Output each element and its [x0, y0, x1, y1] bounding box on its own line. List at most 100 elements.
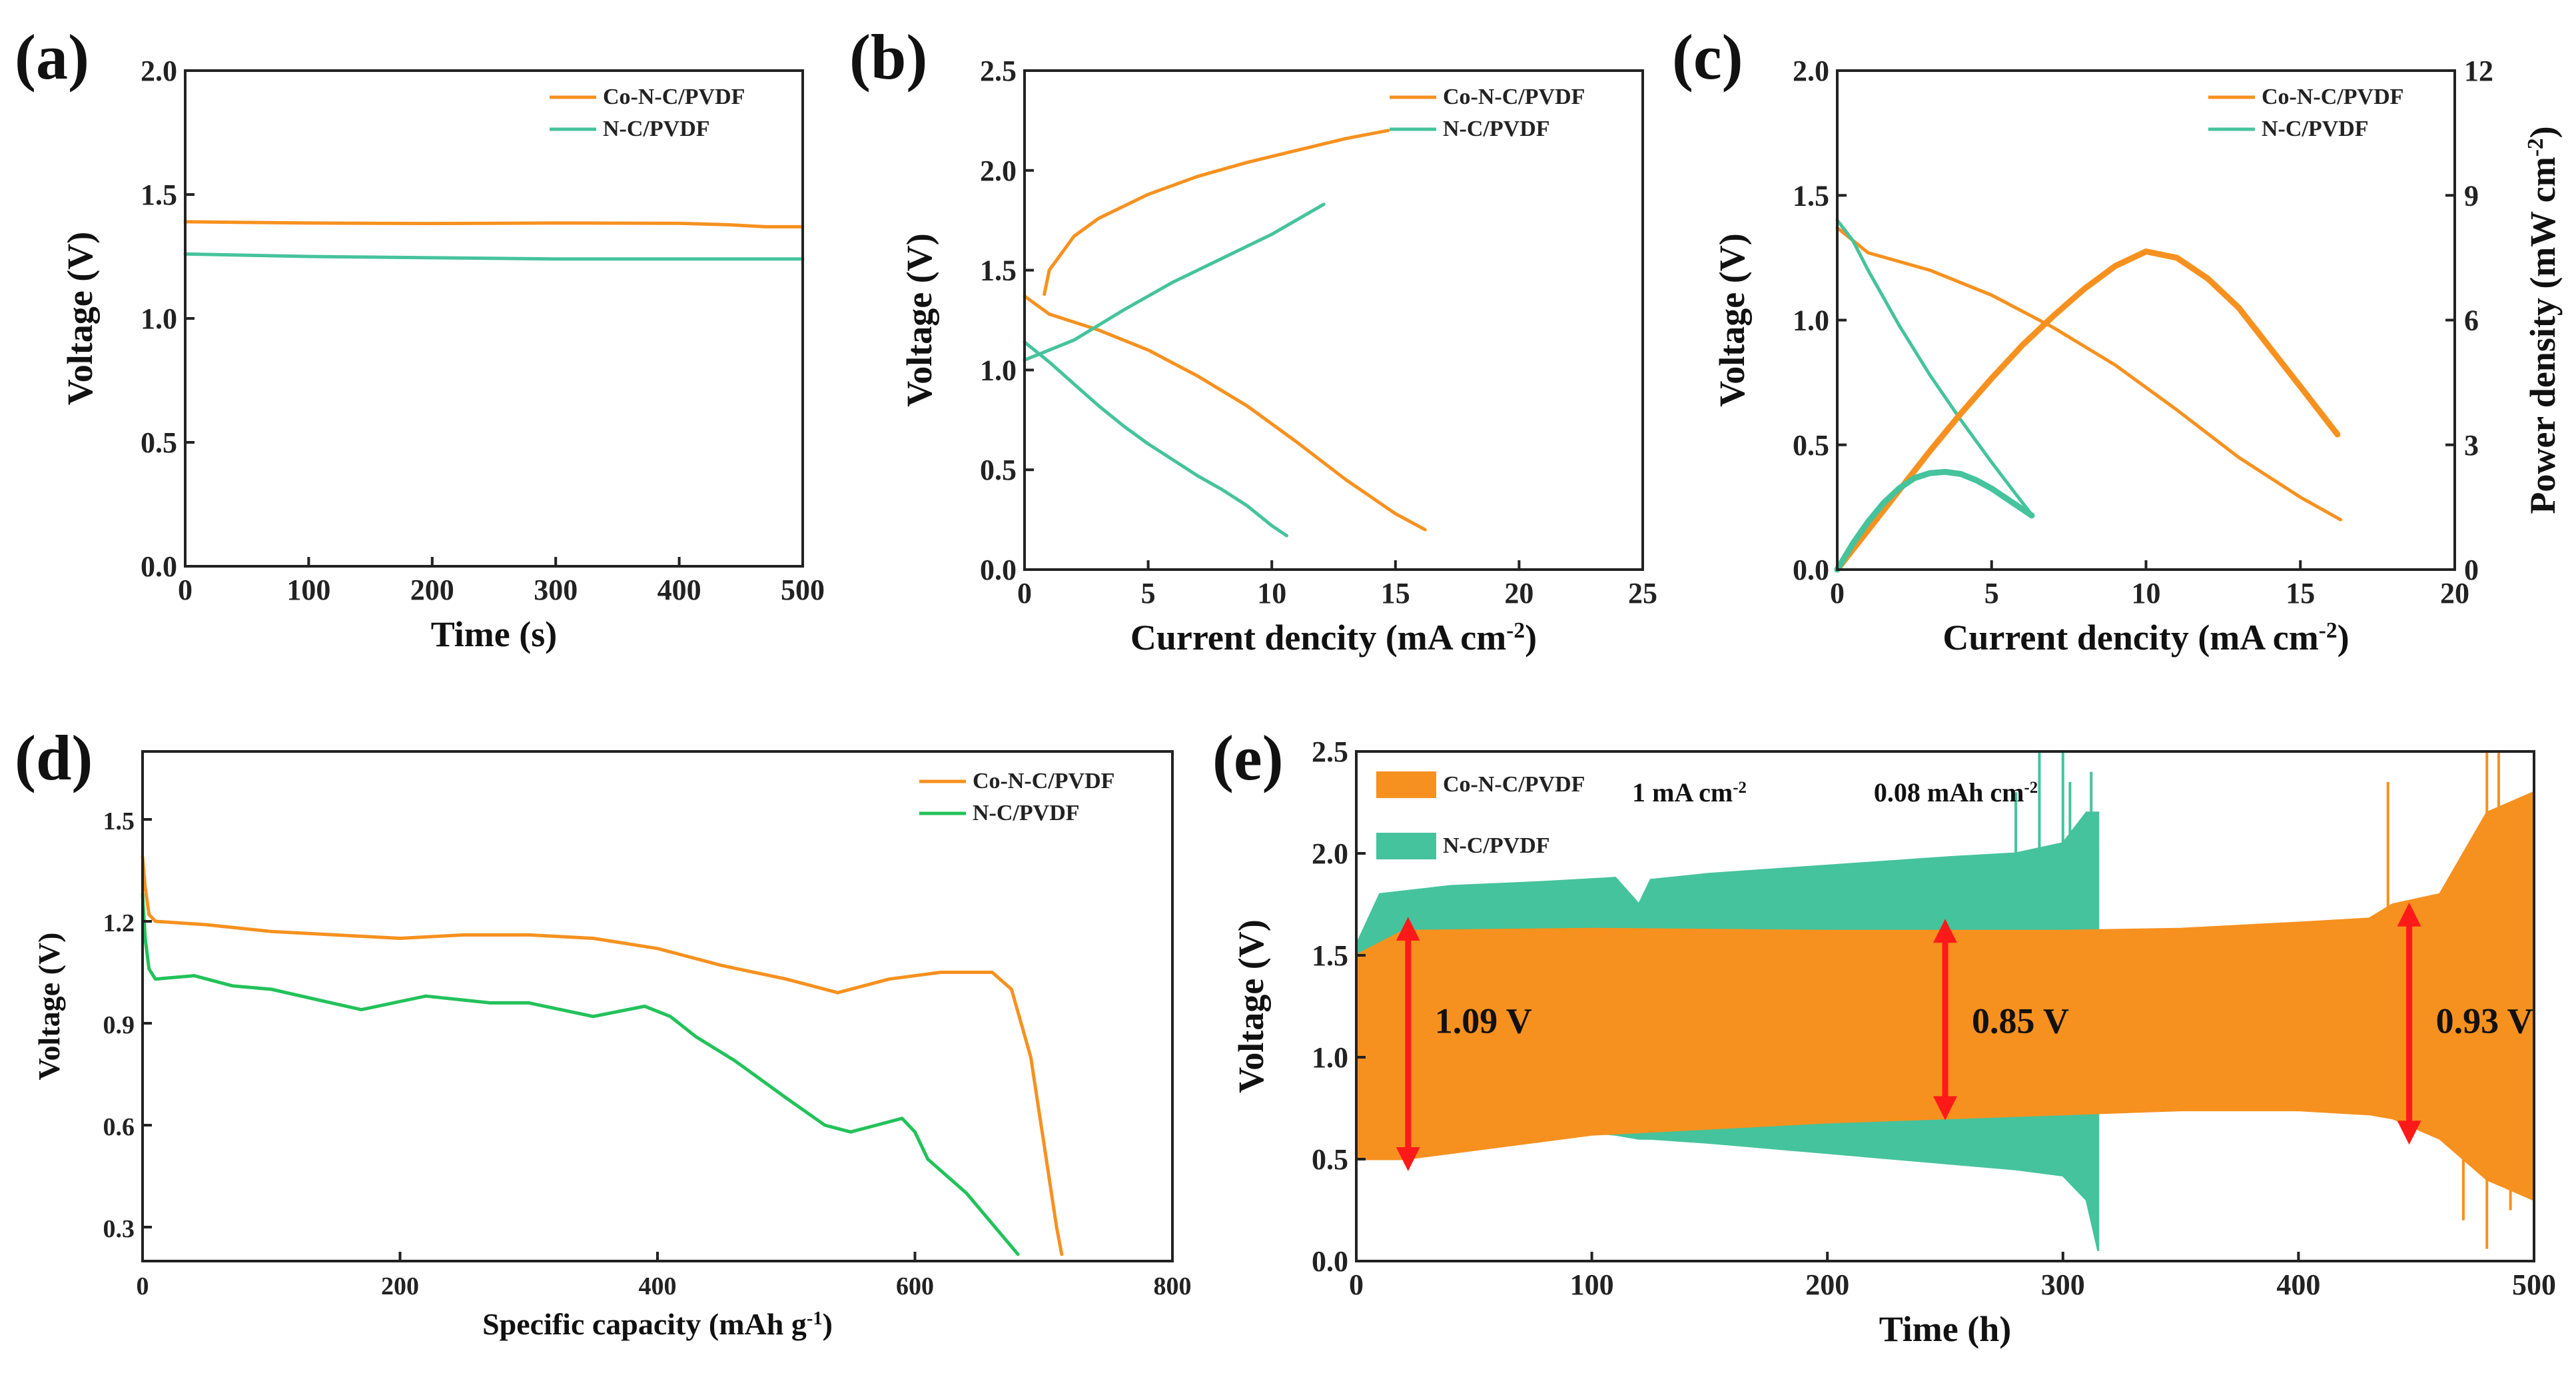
x-tick-label: 100 [1570, 1268, 1614, 1301]
y-axis-label: Voltage (V) [60, 232, 100, 405]
series-line-co-n-c-pvdf-charge [1043, 129, 1390, 296]
y-axis-label: Voltage (V) [899, 233, 939, 406]
chart-panel-d: (d) 0 200 400 600 800 0.3 0.6 0.9 1.2 1.5 Co-N-C/PV… [15, 722, 1192, 1341]
x-tick-label: 0 [1349, 1268, 1364, 1301]
plot-frame [1023, 69, 1644, 571]
legend-swatch [1376, 833, 1436, 859]
voltage-gap-label: 0.93 V [2436, 1001, 2533, 1041]
legend-label: Co-N-C/PVDF [2262, 85, 2403, 109]
y-tick-label: 0.6 [103, 1113, 135, 1141]
x-tick-label: 15 [2286, 577, 2315, 610]
x-tick-label: 500 [2512, 1268, 2556, 1301]
chart-panel-b: (b) 0 5 10 15 20 25 0.0 0.5 1.0 1.5 2.0 2.5 Co-N-C/PV… [849, 21, 1657, 658]
legend-label: Co-N-C/PVDF [1443, 85, 1585, 109]
series-line-n-c-pvdf-voltage [1835, 219, 2034, 517]
legend-swatch [1376, 771, 1436, 798]
series-line-n-c-pvdf [141, 892, 1020, 1256]
legend-label: Co-N-C/PVDF [1443, 772, 1585, 797]
panel-label: (e) [1212, 722, 1284, 793]
legend-label: N-C/PVDF [2262, 117, 2369, 141]
x-tick-label: 400 [639, 1272, 677, 1300]
x-tick-label: 100 [286, 574, 330, 606]
chart-panel-a: (a) 0 100 200 300 400 500 0.0 0.5 1.0 1.5 2.0 Co-N-C… [15, 21, 825, 654]
x-tick-label: 600 [896, 1272, 934, 1300]
x-axis-label: Current dencity (mA cm-2) [1130, 618, 1537, 658]
legend-label: N-C/PVDF [973, 801, 1080, 825]
y-tick-label: 0.0 [1793, 554, 1829, 586]
x-tick-label: 200 [410, 574, 454, 606]
x-tick-label: 200 [381, 1272, 419, 1300]
legend-label: Co-N-C/PVDF [973, 769, 1114, 793]
y-tick-label: 2.0 [1793, 55, 1829, 87]
y-tick-label: 1.0 [980, 354, 1017, 386]
panel-label: (a) [15, 21, 89, 93]
y-tick-label: 1.5 [103, 807, 135, 835]
y2-tick-label: 3 [2464, 429, 2479, 462]
x-tick-label: 0 [178, 574, 193, 606]
voltage-gap-label: 0.85 V [1972, 1001, 2069, 1041]
legend-label: N-C/PVDF [603, 117, 710, 141]
y-axis-label: Voltage (V) [1712, 233, 1752, 406]
x-tick-label: 25 [1628, 577, 1657, 610]
y-tick-label: 1.0 [141, 302, 177, 335]
y-tick-label: 2.0 [980, 155, 1017, 187]
x-tick-label: 20 [1504, 577, 1533, 610]
x-tick-label: 400 [657, 574, 701, 606]
y2-tick-label: 9 [2464, 179, 2479, 212]
y-tick-label: 0.5 [141, 426, 177, 459]
y-tick-label: 2.5 [1312, 735, 1348, 768]
y-tick-label: 2.5 [980, 55, 1017, 87]
y2-axis-label: Power density (mW cm-2) [2523, 126, 2563, 514]
x-tick-label: 0 [1830, 577, 1845, 610]
x-axis-label: Time (h) [1879, 1309, 2012, 1349]
y-tick-label: 1.5 [1312, 939, 1348, 972]
legend-label: N-C/PVDF [1443, 833, 1550, 858]
test-current-condition: 1 mA cm-2 [1632, 777, 1747, 807]
legend-label: N-C/PVDF [1443, 117, 1550, 141]
series-line-co-n-c-pvdf [183, 220, 805, 229]
panel-label: (c) [1672, 21, 1743, 93]
series-line-co-n-c-pvdf-discharge [1023, 294, 1427, 532]
y-tick-label: 1.5 [141, 179, 177, 211]
plot-frame [1836, 69, 2456, 571]
chart-panel-e: (e) 1.09 V 0.85 V 0.93 V 0 100 200 300 400 500 0.0… [1212, 722, 2556, 1349]
x-tick-label: 10 [1257, 577, 1286, 610]
y-axis-label: Voltage (V) [1231, 919, 1271, 1093]
y-tick-label: 0.0 [980, 554, 1017, 586]
y2-tick-label: 12 [2464, 55, 2493, 87]
y-tick-label: 2.0 [1312, 837, 1348, 870]
x-tick-label: 15 [1381, 577, 1410, 610]
panel-label: (b) [849, 21, 927, 93]
y-tick-label: 1.2 [103, 909, 135, 937]
panel-label: (d) [15, 722, 93, 793]
x-tick-label: 5 [1984, 577, 1999, 610]
test-capacity-condition: 0.08 mAh cm-2 [1874, 777, 2038, 807]
x-tick-label: 300 [534, 574, 578, 606]
y-tick-label: 0.0 [1312, 1245, 1348, 1278]
plot-frame [1355, 750, 2535, 1262]
y2-tick-label: 6 [2464, 304, 2479, 337]
plot-frame [184, 69, 804, 568]
series-line-n-c-pvdf [183, 252, 805, 261]
y-tick-label: 0.3 [103, 1215, 135, 1243]
y-tick-label: 0.5 [1793, 429, 1829, 462]
x-tick-label: 0 [137, 1272, 149, 1300]
series-line-co-n-c-pvdf-voltage [1835, 226, 2342, 522]
y-tick-label: 1.5 [1793, 179, 1829, 212]
x-tick-label: 200 [1805, 1268, 1849, 1301]
y-tick-label: 2.0 [141, 55, 177, 87]
series-line-co-n-c-pvdf-power [1834, 248, 2341, 573]
y-tick-label: 0.0 [141, 550, 177, 583]
y-axis-label: Voltage (V) [32, 933, 66, 1081]
chart-panel-c: (c) 0 5 10 15 20 0.0 0.5 1.0 1.5 2.0 0 3 6 9 12 Co-N-C/P… [1672, 21, 2563, 658]
series-line-n-c-pvdf-charge [1023, 203, 1326, 362]
y-tick-label: 0.5 [1312, 1143, 1348, 1176]
series-line-n-c-pvdf-power [1834, 468, 2035, 573]
x-tick-label: 800 [1154, 1272, 1192, 1300]
series-line-n-c-pvdf-discharge [1023, 340, 1288, 538]
x-axis-label: Specific capacity (mAh g-1) [482, 1307, 833, 1341]
y-tick-label: 0.9 [103, 1011, 135, 1039]
y-tick-label: 1.0 [1312, 1041, 1348, 1074]
y2-tick-label: 0 [2464, 554, 2479, 586]
